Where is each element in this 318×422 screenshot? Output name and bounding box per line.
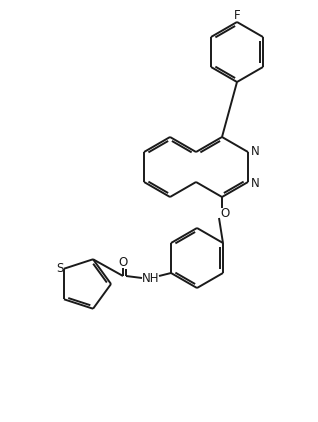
- Text: O: O: [220, 206, 230, 219]
- Text: S: S: [56, 262, 64, 275]
- Text: N: N: [251, 176, 259, 189]
- Text: F: F: [234, 8, 240, 22]
- Text: N: N: [251, 144, 259, 157]
- Text: O: O: [118, 255, 128, 268]
- Text: NH: NH: [142, 271, 160, 284]
